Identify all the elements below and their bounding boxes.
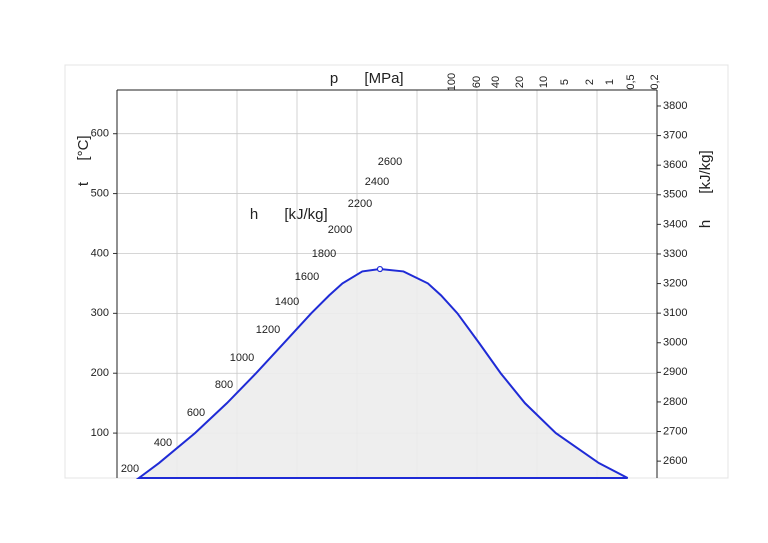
y-tick-label: 300 [91,307,109,319]
y-tick-label: 600 [91,128,109,140]
y2-tick-label: 3600 [663,159,687,171]
enthalpy-label: 600 [187,407,205,419]
p-label: p [330,70,338,87]
pressure-label: 40 [490,76,502,88]
t-unit: [°C] [75,135,92,160]
enthalpy-label: 2200 [348,198,372,210]
enthalpy-label: 800 [215,379,233,391]
h-unit-right: [kJ/kg] [697,150,714,193]
pressure-label: 20 [514,76,526,88]
y-tick-label: 100 [91,427,109,439]
y2-tick-label: 3200 [663,277,687,289]
h-label-right: h [697,220,714,228]
pressure-label: 0,2 [649,74,661,89]
y2-tick-label: 3300 [663,248,687,260]
pressure-label: 5 [559,79,571,85]
h-label: h [250,206,258,223]
enthalpy-label: 1200 [256,324,280,336]
y2-tick-label: 3000 [663,337,687,349]
p-unit: [MPa] [364,70,403,87]
enthalpy-label: 1800 [312,248,336,260]
pressure-label: 60 [471,76,483,88]
y-tick-label: 400 [91,247,109,259]
y2-tick-label: 3500 [663,189,687,201]
enthalpy-label: 200 [121,463,139,475]
pressure-label: 2 [584,79,596,85]
enthalpy-label: 2400 [365,176,389,188]
saturation-dome [135,268,629,479]
pressure-label: 0,5 [625,74,637,89]
h-unit: [kJ/kg] [284,206,327,223]
critical-point [376,265,384,273]
y2-tick-label: 3400 [663,218,687,230]
y2-tick-label: 2600 [663,455,687,467]
enthalpy-label: 1400 [275,296,299,308]
enthalpy-label: 400 [154,437,172,449]
pressure-label: 10 [538,76,550,88]
y-tick-label: 500 [91,187,109,199]
enthalpy-label: 1000 [230,352,254,364]
enthalpy-label: 1600 [295,271,319,283]
enthalpy-label: 2600 [378,156,402,168]
y-tick-label: 200 [91,367,109,379]
y2-tick-label: 3100 [663,307,687,319]
y2-tick-label: 3800 [663,100,687,112]
pressure-label: 1 [604,79,616,85]
y2-tick-label: 3700 [663,129,687,141]
enthalpy-label: 2000 [328,224,352,236]
pressure-label: 100 [446,73,458,91]
t-label: t [75,181,92,186]
y2-tick-label: 2900 [663,366,687,378]
y2-tick-label: 2700 [663,425,687,437]
y2-tick-label: 2800 [663,396,687,408]
